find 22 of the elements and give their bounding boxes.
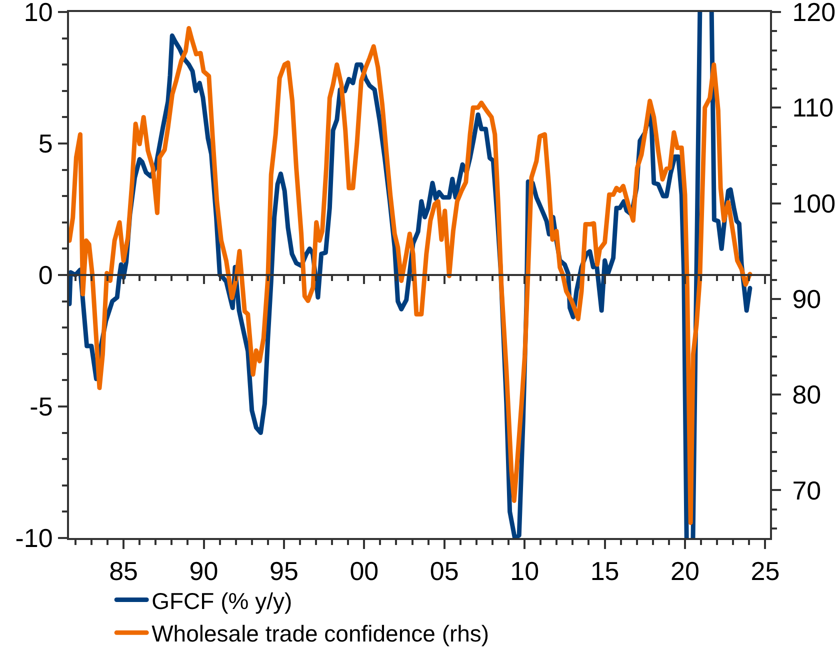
y-tick-label: -5 bbox=[30, 392, 53, 422]
y2-tick-label: 70 bbox=[792, 475, 822, 506]
y-tick-label: 10 bbox=[24, 0, 53, 28]
x-tick-label: 25 bbox=[750, 556, 780, 586]
x-tick-label: 90 bbox=[189, 556, 218, 586]
x-tick-label: 10 bbox=[510, 556, 540, 586]
y-tick-label: -10 bbox=[15, 523, 53, 554]
y2-tick-label: 90 bbox=[792, 284, 822, 314]
x-tick-label: 95 bbox=[269, 556, 298, 586]
x-tick-label: 85 bbox=[109, 556, 138, 586]
y-tick-label: 5 bbox=[38, 128, 53, 159]
x-tick-label: 20 bbox=[670, 556, 700, 586]
x-tick-label: 15 bbox=[590, 556, 620, 586]
x-tick-label: 05 bbox=[430, 556, 459, 586]
y2-tick-label: 120 bbox=[792, 0, 836, 28]
y-tick-label: 0 bbox=[38, 260, 53, 290]
legend-label: GFCF (% y/y) bbox=[152, 588, 292, 614]
x-tick-label: 00 bbox=[350, 556, 379, 586]
y2-tick-label: 100 bbox=[792, 188, 836, 218]
legend-label: Wholesale trade confidence (rhs) bbox=[152, 620, 490, 647]
y2-tick-label: 80 bbox=[792, 380, 822, 410]
y2-tick-label: 110 bbox=[792, 92, 834, 123]
